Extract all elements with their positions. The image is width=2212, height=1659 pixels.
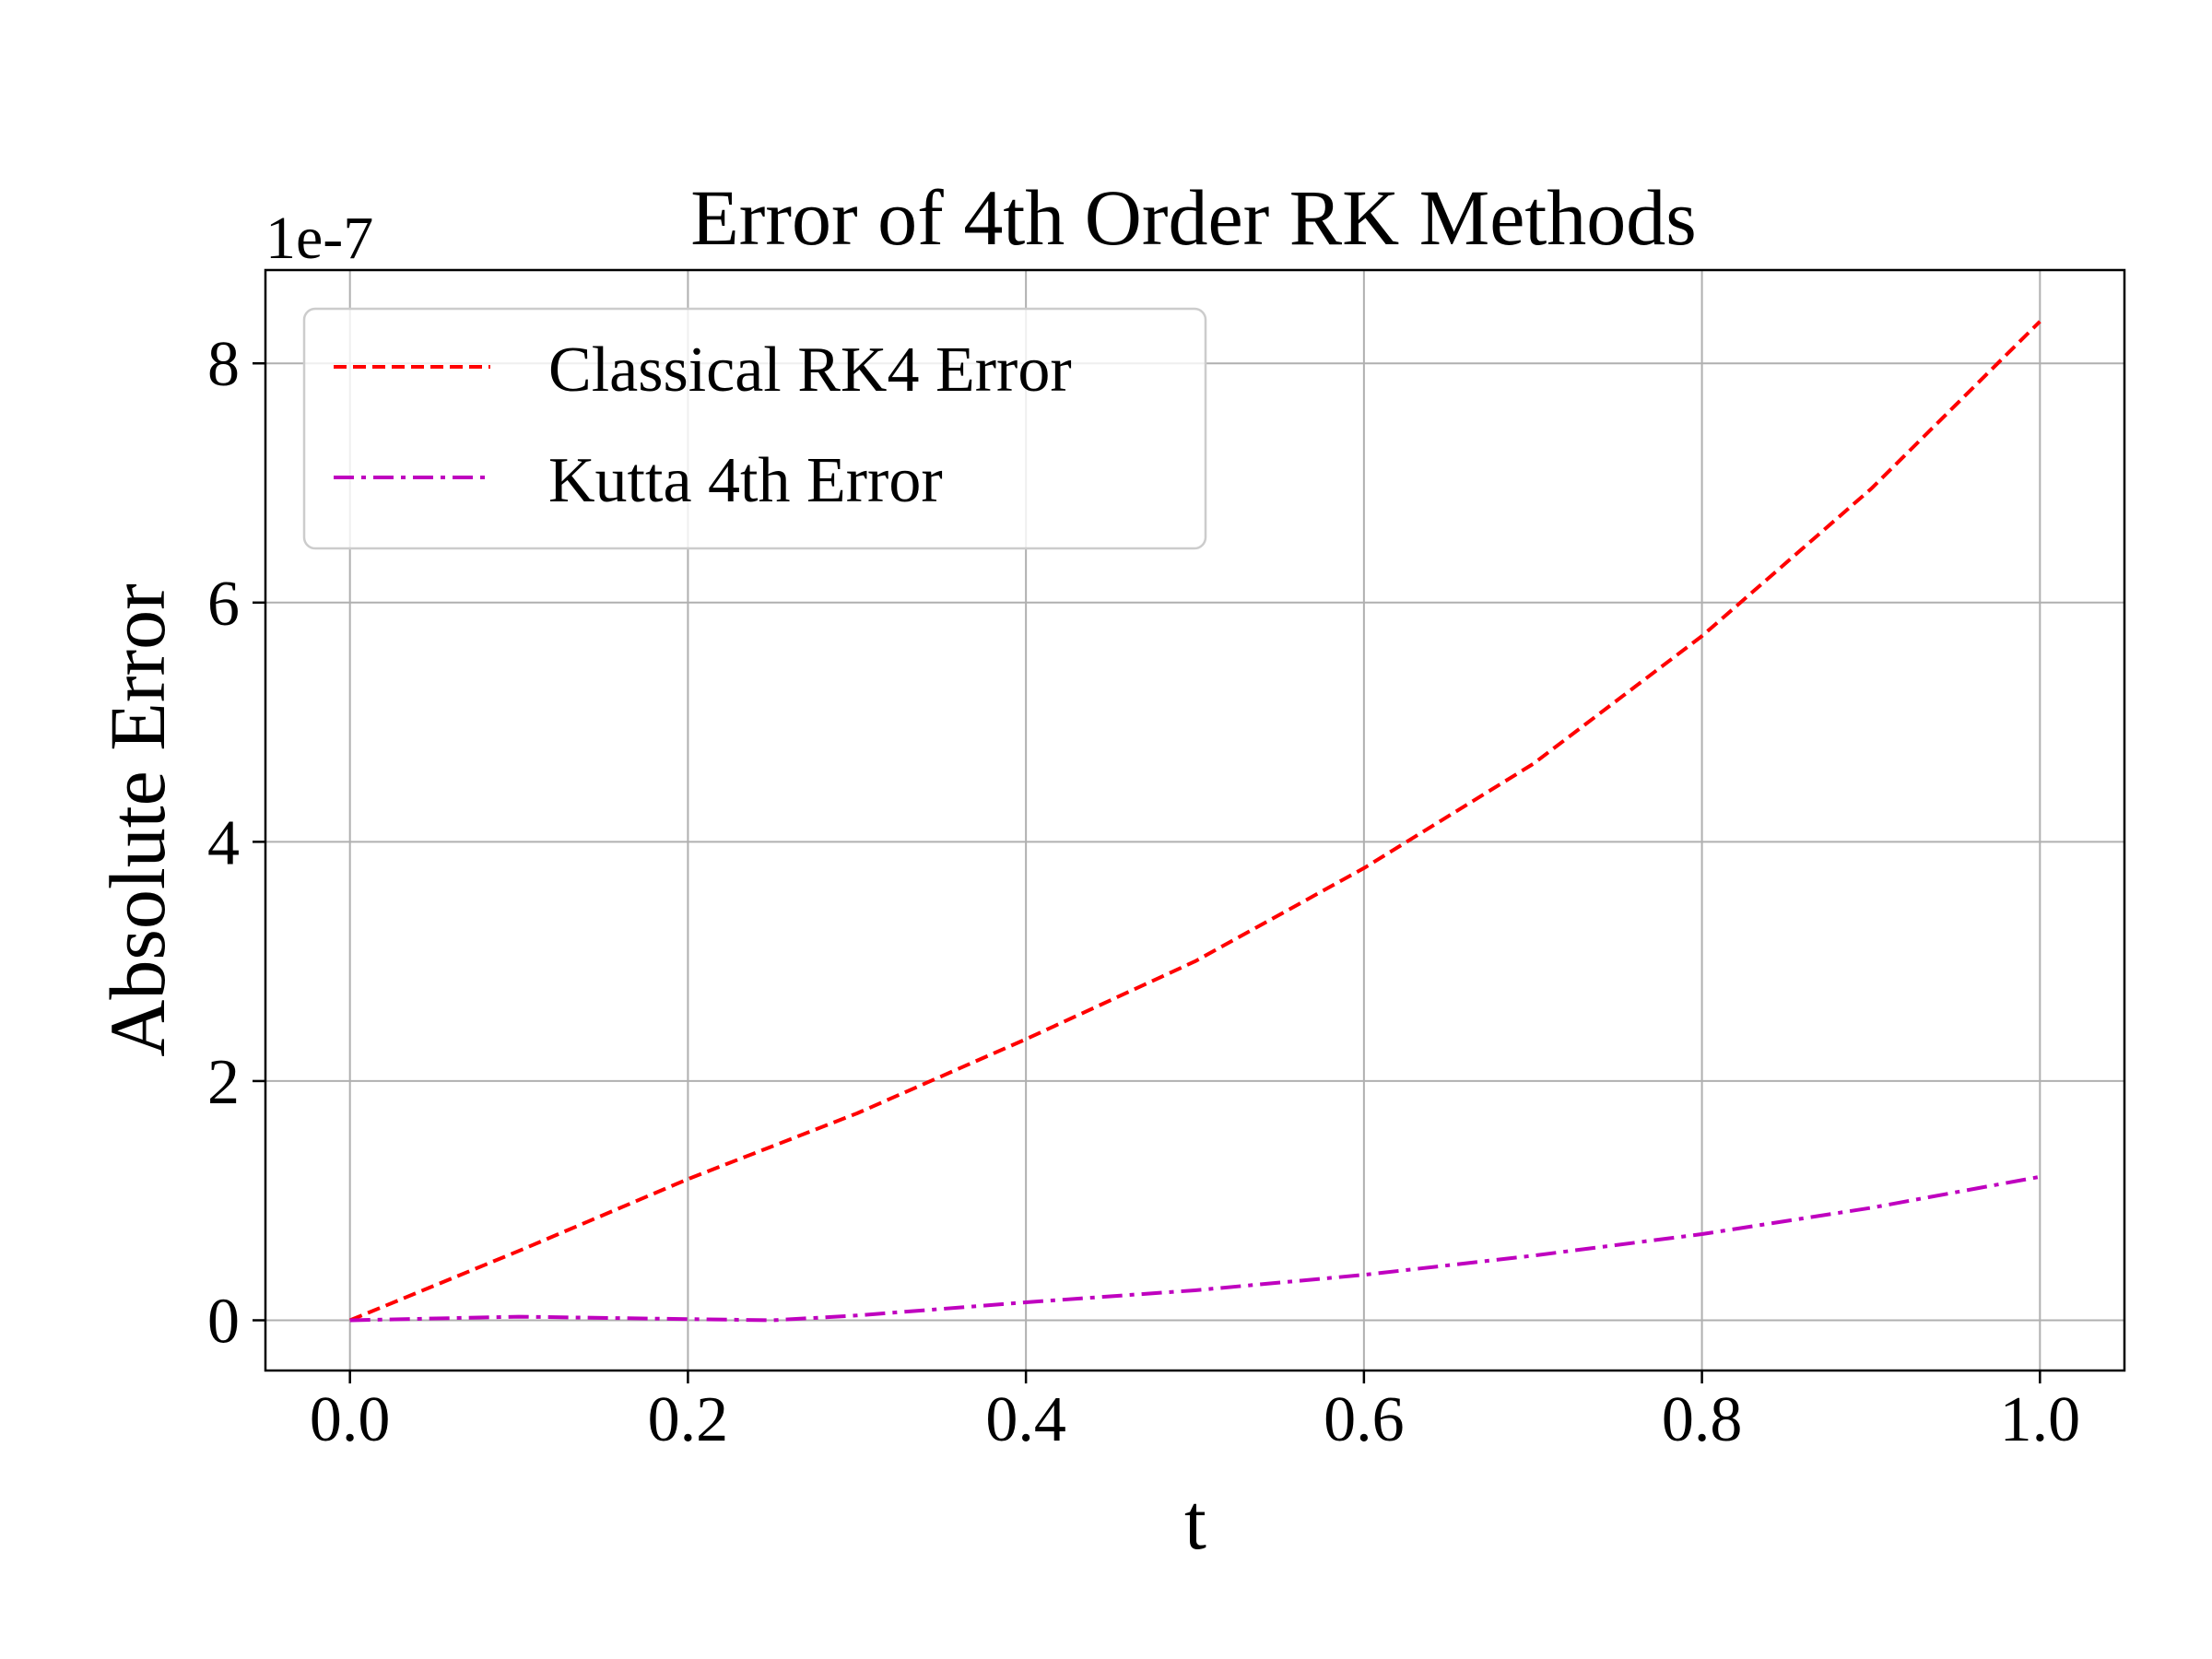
data-point-classical-rk4-error <box>1532 763 1535 766</box>
y-tick-label: 0 <box>207 1286 240 1357</box>
legend-label-classical-rk4: Classical RK4 Error <box>548 335 1072 406</box>
data-point-kutta-4th-error <box>1869 1206 1872 1209</box>
data-point-classical-rk4-error <box>1362 866 1365 869</box>
y-tick-label: 6 <box>207 569 240 640</box>
data-point-kutta-4th-error <box>348 1319 351 1322</box>
x-tick-label: 0.4 <box>985 1384 1066 1455</box>
x-tick-label: 0.0 <box>310 1384 391 1455</box>
data-point-kutta-4th-error <box>1700 1233 1703 1236</box>
x-tick-label: 1.0 <box>2000 1384 2081 1455</box>
series-layer <box>348 320 2041 1323</box>
x-tick-label: 0.6 <box>1324 1384 1405 1455</box>
data-point-kutta-4th-error <box>1194 1289 1196 1292</box>
y-tick-label: 8 <box>207 329 240 400</box>
legend-label-kutta-4th: Kutta 4th Error <box>548 445 943 516</box>
data-point-classical-rk4-error <box>855 1112 858 1114</box>
data-point-kutta-4th-error <box>518 1315 521 1318</box>
y-offset-label: 1e-7 <box>265 205 373 272</box>
data-point-classical-rk4-error <box>1700 635 1703 638</box>
series-line-classical-rk4-error <box>348 320 2041 1323</box>
data-point-classical-rk4-error <box>2039 320 2041 323</box>
data-point-classical-rk4-error <box>1194 960 1196 963</box>
data-point-classical-rk4-error <box>1869 488 1872 490</box>
ticks: 0.0 0.2 0.4 0.6 0.8 1.0 0 2 4 6 8 <box>207 329 2080 1455</box>
x-tick-label: 0.8 <box>1662 1384 1743 1455</box>
legend-box <box>302 307 1207 550</box>
axes-frame <box>264 268 2126 1372</box>
data-point-kutta-4th-error <box>1532 1254 1535 1257</box>
legend: Classical RK4 Error Kutta 4th Error <box>302 307 1207 550</box>
y-tick-label: 4 <box>207 807 240 878</box>
data-point-classical-rk4-error <box>518 1250 521 1253</box>
y-tick-label: 2 <box>207 1047 240 1118</box>
y-axis-label: Absolute Error <box>93 583 182 1056</box>
data-point-kutta-4th-error <box>687 1318 689 1321</box>
data-point-kutta-4th-error <box>771 1319 774 1322</box>
series-line-kutta-4th-error <box>349 1174 2041 1323</box>
data-point-kutta-4th-error <box>1025 1301 1028 1304</box>
x-axis-label: t <box>1184 1477 1206 1566</box>
data-point-kutta-4th-error <box>2039 1175 2041 1178</box>
data-point-kutta-4th-error <box>1362 1274 1365 1277</box>
x-tick-label: 0.2 <box>648 1384 729 1455</box>
data-point-classical-rk4-error <box>1025 1038 1028 1041</box>
chart-title: Error of 4th Order RK Methods <box>690 173 1697 262</box>
data-point-kutta-4th-error <box>855 1314 858 1317</box>
data-point-classical-rk4-error <box>687 1178 689 1181</box>
